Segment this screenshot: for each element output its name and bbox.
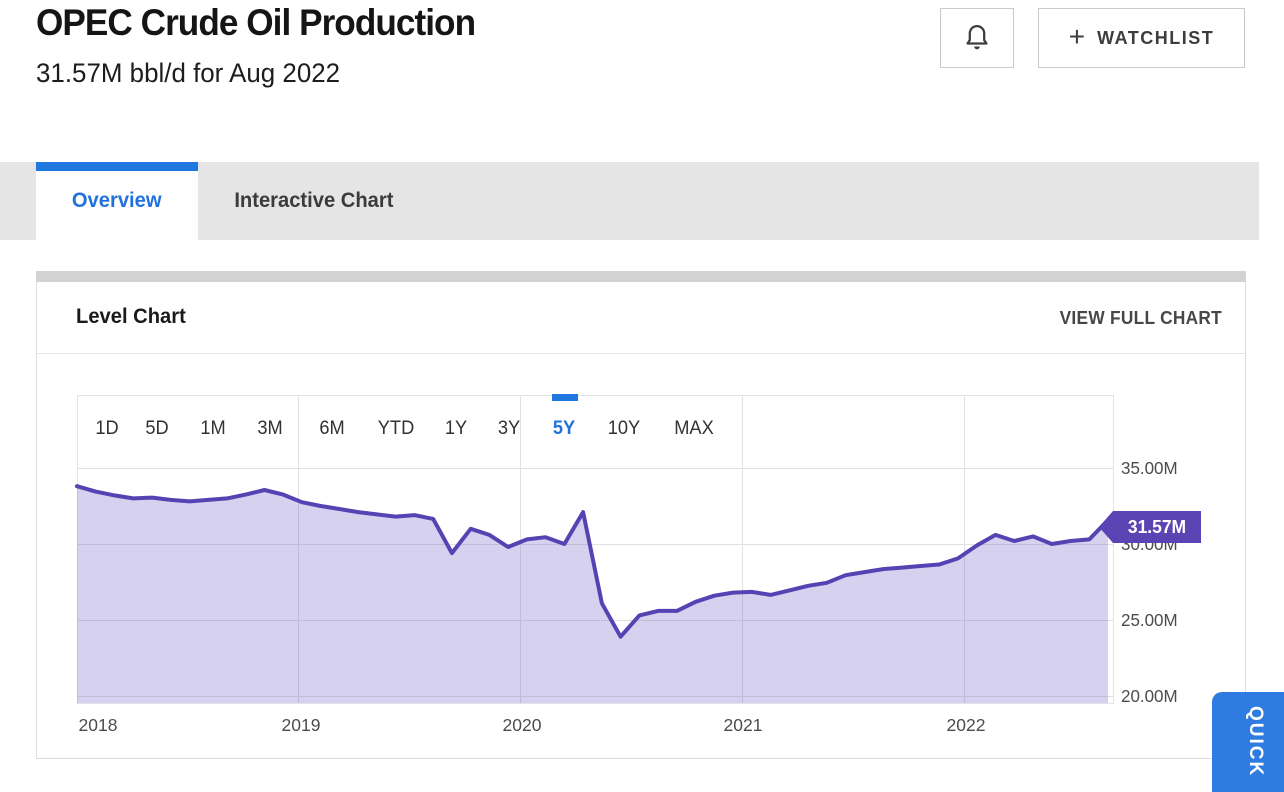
card-header-divider <box>37 353 1245 354</box>
range-button-3y[interactable]: 3Y <box>497 418 521 439</box>
view-full-chart-link[interactable]: VIEW FULL CHART <box>1059 308 1222 328</box>
y-axis-tick-label: 25.00M <box>1121 610 1178 630</box>
range-button-1y[interactable]: 1Y <box>444 418 468 439</box>
bell-icon <box>961 22 993 54</box>
card-title: Level Chart <box>76 305 186 328</box>
watchlist-button-label: WATCHLIST <box>1097 27 1215 48</box>
y-axis-tick-label: 35.00M <box>1121 458 1178 478</box>
tab-overview-label: Overview <box>72 189 162 212</box>
y-axis-tick-label: 20.00M <box>1121 686 1178 706</box>
current-value-subtitle: 31.57M bbl/d for Aug 2022 <box>36 58 341 88</box>
notifications-button[interactable] <box>940 8 1014 68</box>
range-button-5d[interactable]: 5D <box>145 418 169 439</box>
quick-side-tab-label: QUICK <box>1245 706 1266 778</box>
range-button-10y[interactable]: 10Y <box>607 418 641 439</box>
tab-overview[interactable]: Overview <box>36 162 198 240</box>
range-button-ytd[interactable]: YTD <box>377 418 415 439</box>
active-tab-indicator <box>36 162 198 171</box>
range-button-max[interactable]: MAX <box>674 418 714 439</box>
quick-side-tab[interactable]: QUICK <box>1212 692 1284 792</box>
x-axis-tick-label: 2020 <box>502 715 542 735</box>
x-axis-tick-label: 2021 <box>723 715 763 735</box>
x-axis-tick-label: 2022 <box>946 715 986 735</box>
active-range-indicator <box>552 394 578 401</box>
range-button-5y[interactable]: 5Y <box>552 418 576 439</box>
tab-interactive-chart[interactable]: Interactive Chart <box>198 162 430 240</box>
plus-icon: + <box>1068 21 1086 52</box>
add-watchlist-button[interactable]: + WATCHLIST <box>1038 8 1245 68</box>
range-button-1d[interactable]: 1D <box>95 418 119 439</box>
tab-interactive-chart-label: Interactive Chart <box>234 189 394 212</box>
card-top-strip <box>36 271 1246 282</box>
x-axis-tick-label: 2018 <box>78 715 118 735</box>
range-button-3m[interactable]: 3M <box>257 418 283 439</box>
range-button-1m[interactable]: 1M <box>200 418 226 439</box>
tab-strip <box>0 162 1259 240</box>
x-axis-tick-label: 2019 <box>281 715 321 735</box>
last-value-badge: 31.57M <box>1127 516 1187 537</box>
page-title: OPEC Crude Oil Production <box>36 2 476 43</box>
range-button-6m[interactable]: 6M <box>319 418 345 439</box>
